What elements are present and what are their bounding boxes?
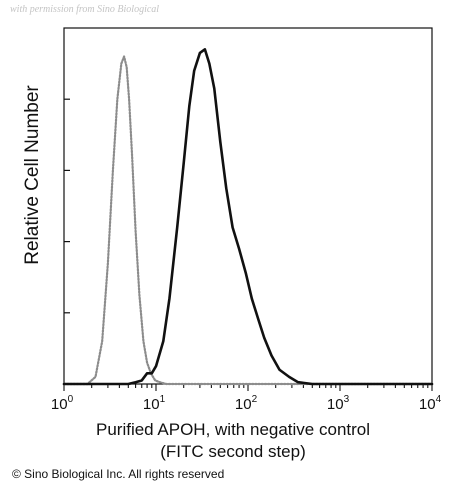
series-1-point — [219, 141, 222, 143]
y-axis-label: Relative Cell Number — [22, 85, 43, 265]
series-0-point — [120, 62, 123, 65]
series-0-point — [94, 375, 97, 378]
series-1-point — [63, 383, 65, 385]
x-tick-label-exponent: 1 — [160, 394, 166, 405]
series-1-point — [245, 272, 247, 275]
series-1-point — [311, 383, 314, 385]
x-tick-label-base: 10 — [327, 396, 344, 413]
series-0-point — [142, 340, 145, 343]
series-1-point — [257, 319, 260, 321]
series-1-point — [176, 226, 179, 229]
series-0-point — [101, 340, 104, 343]
series-0-point — [107, 262, 109, 264]
series-1-point — [127, 383, 130, 385]
series-0-point — [128, 98, 131, 101]
series-1-point — [146, 372, 148, 375]
x-tick-label-exponent: 2 — [252, 394, 258, 405]
series-1-point — [168, 297, 171, 300]
series-0-point — [247, 383, 249, 385]
series-1-point — [383, 383, 385, 385]
copyright-text: © Sino Biological Inc. All rights reserv… — [12, 467, 225, 481]
series-1-point — [162, 340, 165, 343]
series-1-point — [431, 383, 433, 385]
series-line-1 — [62, 48, 434, 386]
series-1-point — [204, 48, 206, 51]
x-tick-label-4: 104 — [419, 394, 442, 413]
y-axis-ticks — [64, 98, 70, 314]
x-tick-label-3: 103 — [327, 394, 350, 413]
x-tick-label-exponent: 0 — [68, 394, 74, 405]
series-1-point — [263, 336, 266, 339]
series-0-point — [138, 294, 141, 296]
series-1-point — [213, 87, 216, 90]
series-1-point — [134, 381, 137, 384]
series-1-point — [288, 375, 291, 378]
series-1-point — [150, 372, 153, 375]
series-1-point — [140, 379, 143, 382]
series-0-point — [165, 383, 168, 385]
x-axis-tick-labels: 100 101 102 103 104 — [51, 394, 442, 413]
x-tick-label-exponent: 4 — [436, 394, 442, 405]
series-1-point — [238, 247, 240, 250]
x-tick-label-exponent: 3 — [344, 394, 350, 405]
x-tick-label-base: 10 — [143, 396, 160, 413]
series-line-0 — [62, 55, 434, 386]
series-0-point — [112, 169, 114, 172]
series-0-point — [158, 381, 161, 384]
series-1-point — [188, 105, 191, 108]
x-tick-label-base: 10 — [51, 396, 68, 413]
series-1-point — [208, 62, 211, 65]
series-layer — [62, 48, 434, 386]
x-tick-label-base: 10 — [235, 396, 252, 413]
series-0-point — [182, 383, 185, 385]
series-0-point — [131, 155, 134, 158]
series-0-point — [123, 55, 125, 58]
series-0-point — [134, 230, 137, 232]
series-1-point — [182, 162, 185, 165]
series-1-point — [297, 381, 299, 384]
x-tick-label-2: 102 — [235, 394, 258, 413]
series-1-point — [225, 187, 228, 190]
series-0-point — [125, 66, 128, 69]
x-tick-label-0: 100 — [51, 394, 74, 413]
series-1-point — [250, 297, 253, 300]
series-1-point — [155, 365, 157, 368]
series-1-point — [231, 226, 234, 229]
series-0-point — [146, 361, 148, 364]
x-tick-label-1: 101 — [143, 394, 166, 413]
series-1-point — [193, 69, 196, 72]
series-1-point — [278, 368, 281, 371]
x-axis-label-line2: (FITC second step) — [160, 442, 306, 461]
series-0-point — [154, 379, 157, 382]
x-tick-label-base: 10 — [419, 396, 436, 413]
series-1-point — [270, 354, 273, 357]
series-1-point — [339, 383, 341, 385]
series-0-point — [116, 98, 119, 101]
x-axis-label: Purified APOH, with negative control — [95, 420, 371, 439]
watermark-text: with permission from Sino Biological — [10, 4, 160, 15]
series-1-point — [199, 52, 201, 54]
